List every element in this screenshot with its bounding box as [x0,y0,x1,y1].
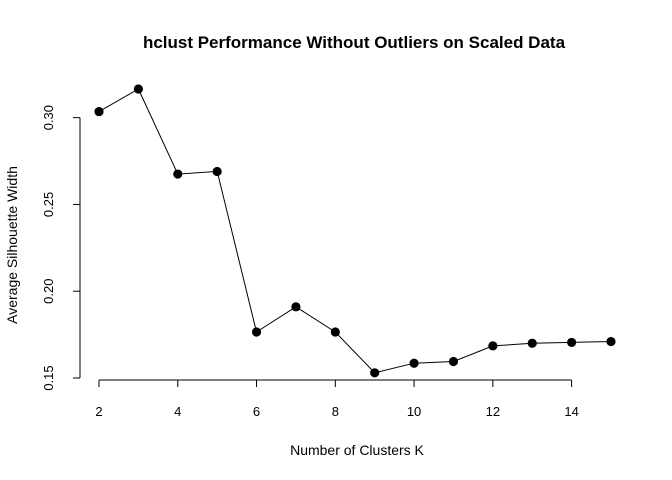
data-point [567,337,577,348]
series-line [98,88,612,374]
x-tick-label: 14 [564,404,578,419]
data-point [330,327,340,337]
chart-title: hclust Performance Without Outliers on S… [143,33,566,52]
y-axis: 0.15 0.20 0.25 0.30 [41,105,81,391]
x-tick-label: 10 [407,404,421,419]
x-tick-label: 4 [174,404,181,419]
data-point [94,106,104,117]
data-point [370,368,380,378]
x-tick-label: 2 [95,404,102,419]
data-point [409,358,419,368]
data-point [173,169,183,179]
series-silhouette [94,84,616,378]
x-tick-label: 8 [332,404,339,419]
data-point [488,341,498,351]
data-point [606,336,616,347]
y-tick-label: 0.30 [41,105,56,130]
y-tick-label: 0.15 [41,365,56,390]
data-point [291,302,301,312]
x-axis-label: Number of Clusters K [290,442,424,458]
y-tick-label: 0.25 [41,192,56,217]
data-point [251,327,262,337]
x-tick-label: 12 [486,404,500,419]
x-tick-label: 6 [253,404,260,419]
data-point [448,356,459,367]
data-point [527,338,537,348]
y-axis-label: Average Silhouette Width [4,166,20,324]
x-axis: 2 4 6 8 10 12 14 [95,379,579,419]
y-tick-label: 0.20 [41,279,56,304]
data-point [212,166,222,177]
data-point [133,84,143,94]
